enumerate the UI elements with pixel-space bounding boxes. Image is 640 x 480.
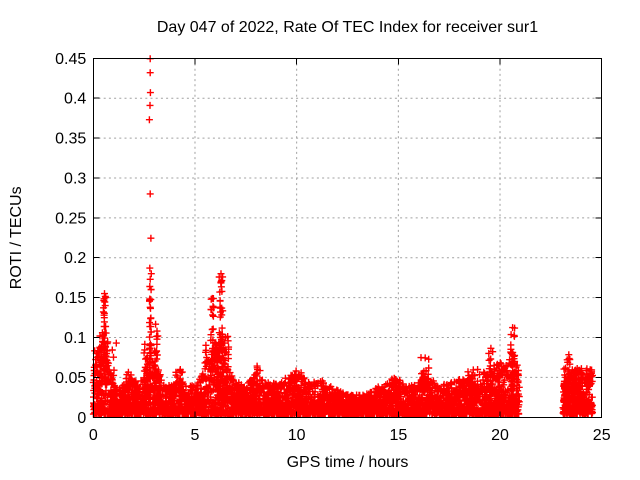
y-tick-label: 0.15 <box>55 290 86 307</box>
y-tick-label: 0.35 <box>55 131 86 148</box>
data-points <box>89 55 596 418</box>
x-tick-label: 10 <box>288 427 306 444</box>
y-tick-label: 0.1 <box>64 330 86 347</box>
y-tick-label: 0.05 <box>55 370 86 387</box>
x-tick-label: 15 <box>389 427 407 444</box>
y-tick-label: 0.4 <box>64 91 86 108</box>
x-tick-label: 20 <box>491 427 509 444</box>
y-tick-label: 0.25 <box>55 210 86 227</box>
y-axis-label: ROTI / TECUs <box>8 186 25 289</box>
y-tick-label: 0.2 <box>64 250 86 267</box>
y-tick-label: 0.3 <box>64 170 86 187</box>
y-tick-label: 0.45 <box>55 51 86 68</box>
x-axis-label: GPS time / hours <box>287 454 409 471</box>
x-tick-label: 0 <box>89 427 98 444</box>
chart-title: Day 047 of 2022, Rate Of TEC Index for r… <box>157 19 538 36</box>
y-tick-label: 0 <box>77 410 86 427</box>
x-tick-label: 25 <box>593 427 611 444</box>
plot-border <box>92 57 603 418</box>
x-tick-label: 5 <box>191 427 200 444</box>
